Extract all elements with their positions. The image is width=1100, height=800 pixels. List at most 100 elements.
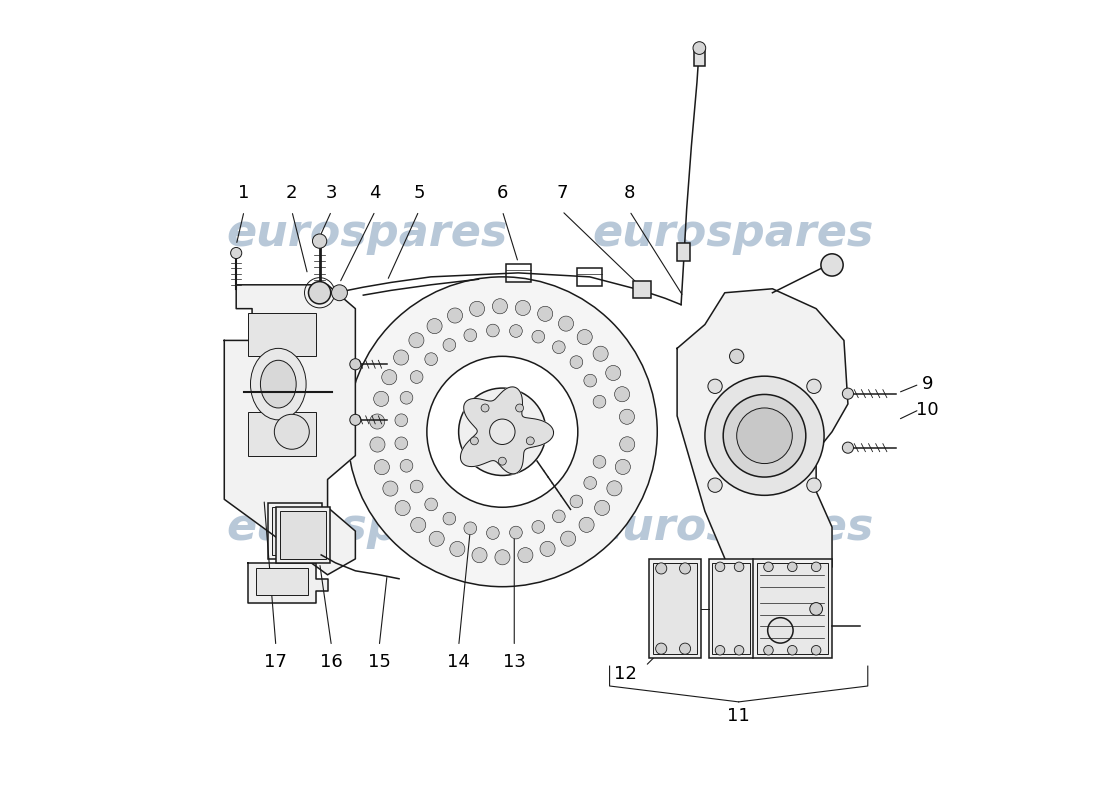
Text: 16: 16 bbox=[320, 653, 343, 671]
Circle shape bbox=[312, 234, 327, 248]
Circle shape bbox=[735, 646, 744, 655]
Circle shape bbox=[509, 526, 522, 539]
Bar bbox=[649, 559, 701, 658]
Text: 12: 12 bbox=[614, 665, 637, 683]
Circle shape bbox=[532, 330, 544, 343]
Circle shape bbox=[350, 358, 361, 370]
Circle shape bbox=[400, 459, 412, 472]
Circle shape bbox=[495, 550, 510, 565]
Circle shape bbox=[552, 510, 565, 522]
Circle shape bbox=[606, 366, 620, 381]
Circle shape bbox=[370, 437, 385, 452]
Circle shape bbox=[464, 329, 476, 342]
Circle shape bbox=[843, 442, 854, 454]
Circle shape bbox=[231, 247, 242, 258]
Circle shape bbox=[680, 643, 691, 654]
Circle shape bbox=[656, 643, 667, 654]
Circle shape bbox=[374, 391, 388, 406]
Circle shape bbox=[448, 308, 463, 323]
Text: 10: 10 bbox=[916, 401, 938, 418]
Text: 11: 11 bbox=[727, 707, 750, 725]
Circle shape bbox=[464, 522, 476, 534]
Circle shape bbox=[559, 316, 573, 331]
Bar bbox=[506, 264, 531, 282]
Circle shape bbox=[509, 325, 522, 338]
Circle shape bbox=[425, 498, 438, 510]
Circle shape bbox=[812, 646, 821, 655]
Text: eurospares: eurospares bbox=[592, 212, 873, 254]
Circle shape bbox=[427, 356, 578, 507]
Text: 13: 13 bbox=[503, 653, 526, 671]
Circle shape bbox=[579, 518, 594, 532]
Circle shape bbox=[615, 386, 629, 402]
Circle shape bbox=[410, 370, 424, 383]
Bar bbox=[249, 412, 316, 456]
Bar bbox=[578, 268, 603, 286]
Circle shape bbox=[516, 404, 524, 412]
Circle shape bbox=[472, 548, 487, 562]
Circle shape bbox=[821, 254, 844, 276]
Text: eurospares: eurospares bbox=[227, 212, 508, 254]
Bar bbox=[272, 507, 318, 555]
Text: 14: 14 bbox=[448, 653, 470, 671]
Circle shape bbox=[723, 394, 806, 477]
Circle shape bbox=[763, 646, 773, 655]
Bar bbox=[678, 243, 690, 261]
Circle shape bbox=[481, 404, 490, 412]
Circle shape bbox=[656, 563, 667, 574]
Circle shape bbox=[450, 542, 465, 557]
Circle shape bbox=[490, 419, 515, 445]
Circle shape bbox=[540, 542, 556, 557]
Bar bbox=[708, 559, 832, 658]
Circle shape bbox=[708, 379, 723, 394]
Text: 5: 5 bbox=[414, 185, 425, 202]
Circle shape bbox=[763, 562, 773, 571]
Circle shape bbox=[584, 374, 596, 387]
Circle shape bbox=[395, 437, 408, 450]
Text: eurospares: eurospares bbox=[592, 506, 873, 549]
Polygon shape bbox=[249, 563, 328, 602]
Circle shape bbox=[607, 481, 621, 496]
Circle shape bbox=[374, 459, 389, 474]
Circle shape bbox=[486, 526, 499, 539]
Text: 4: 4 bbox=[370, 185, 381, 202]
Text: 8: 8 bbox=[624, 185, 635, 202]
Circle shape bbox=[410, 518, 426, 533]
Circle shape bbox=[443, 338, 455, 351]
Circle shape bbox=[429, 531, 444, 546]
Text: 9: 9 bbox=[922, 375, 933, 393]
Circle shape bbox=[427, 318, 442, 334]
Circle shape bbox=[331, 285, 348, 301]
Circle shape bbox=[498, 457, 506, 465]
Circle shape bbox=[788, 646, 798, 655]
Circle shape bbox=[382, 370, 397, 385]
Circle shape bbox=[348, 277, 658, 586]
Text: 3: 3 bbox=[326, 185, 338, 202]
Text: 2: 2 bbox=[286, 185, 298, 202]
Bar bbox=[757, 563, 828, 654]
Circle shape bbox=[806, 379, 821, 394]
Circle shape bbox=[370, 414, 385, 429]
Text: 17: 17 bbox=[264, 653, 287, 671]
Bar bbox=[279, 511, 326, 559]
Bar bbox=[653, 563, 697, 654]
Bar bbox=[712, 563, 750, 654]
Text: 7: 7 bbox=[557, 185, 568, 202]
Circle shape bbox=[395, 501, 410, 515]
Ellipse shape bbox=[261, 360, 296, 408]
Circle shape bbox=[593, 455, 606, 468]
Circle shape bbox=[705, 376, 824, 495]
Circle shape bbox=[619, 437, 635, 452]
Circle shape bbox=[409, 333, 424, 348]
Circle shape bbox=[308, 282, 331, 304]
Circle shape bbox=[383, 481, 398, 496]
Text: 6: 6 bbox=[496, 185, 508, 202]
Circle shape bbox=[788, 562, 798, 571]
Text: eurospares: eurospares bbox=[227, 506, 508, 549]
Circle shape bbox=[274, 414, 309, 450]
Circle shape bbox=[729, 349, 744, 363]
Circle shape bbox=[810, 602, 823, 615]
Circle shape bbox=[595, 500, 609, 515]
Circle shape bbox=[619, 410, 635, 424]
Circle shape bbox=[715, 562, 725, 571]
